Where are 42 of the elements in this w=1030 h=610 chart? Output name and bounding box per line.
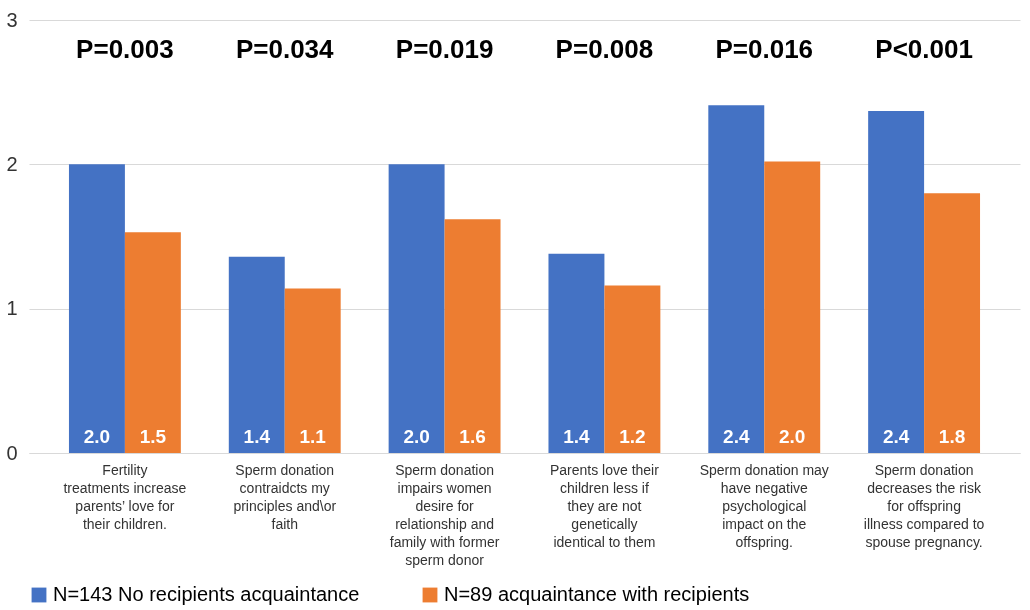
bar bbox=[68, 164, 125, 453]
annotation: P=0.003 bbox=[76, 34, 174, 64]
bar bbox=[124, 232, 181, 453]
bar bbox=[548, 253, 605, 453]
bar bbox=[764, 161, 821, 453]
annotation: P=0.034 bbox=[235, 34, 335, 64]
data-label: 1.1 bbox=[299, 426, 327, 447]
y-tick-label: 0 bbox=[6, 441, 18, 464]
bar bbox=[868, 110, 925, 453]
data-label: 2.0 bbox=[403, 426, 430, 447]
data-label: 1.4 bbox=[563, 426, 591, 447]
bar bbox=[228, 256, 285, 453]
data-label: 1.2 bbox=[619, 426, 646, 447]
y-tick-label: 1 bbox=[6, 297, 18, 320]
x-tick-label: Fertility treatments increase parents’ love for their children. bbox=[63, 461, 187, 532]
y-tick-label: 2 bbox=[6, 152, 18, 175]
bar bbox=[708, 105, 765, 453]
bar bbox=[444, 219, 501, 453]
bar bbox=[388, 164, 445, 453]
x-tick-label: Sperm donation impairs women desire for relationship and family with former sperm donor bbox=[389, 461, 500, 568]
bar bbox=[924, 193, 981, 453]
data-label: 2.0 bbox=[779, 426, 806, 447]
data-label: 1.6 bbox=[459, 426, 486, 447]
data-label: 2.0 bbox=[83, 426, 111, 447]
bar bbox=[284, 288, 341, 453]
x-tick-label: Sperm donation decreases the risk for offspring illness compared to spouse pregnancy. bbox=[863, 461, 985, 550]
data-label: 2.4 bbox=[882, 426, 910, 447]
data-label: 1.8 bbox=[938, 426, 966, 447]
y-tick-label: 3 bbox=[6, 8, 18, 31]
annotation: P<0.001 bbox=[875, 34, 973, 64]
x-tick-label: Parents love their children less if they are not genetically identical to them bbox=[549, 461, 660, 550]
x-tick-label: Sperm donation contraidcts my principles and\or faith bbox=[233, 461, 337, 532]
bar bbox=[604, 285, 661, 453]
x-tick-label: Sperm donation may have negative psychological impact on the offspring. bbox=[699, 461, 829, 550]
data-label: 1.4 bbox=[243, 426, 271, 447]
data-label: 2.4 bbox=[723, 426, 750, 447]
annotation: P=0.019 bbox=[395, 34, 494, 64]
legend-label: N=143 No recipients acquaintance bbox=[53, 583, 360, 605]
annotation: P=0.016 bbox=[715, 34, 814, 64]
data-label: 1.5 bbox=[139, 426, 167, 447]
annotation: P=0.008 bbox=[555, 34, 654, 64]
legend-label: N=89 acquaintance with recipients bbox=[444, 583, 750, 605]
